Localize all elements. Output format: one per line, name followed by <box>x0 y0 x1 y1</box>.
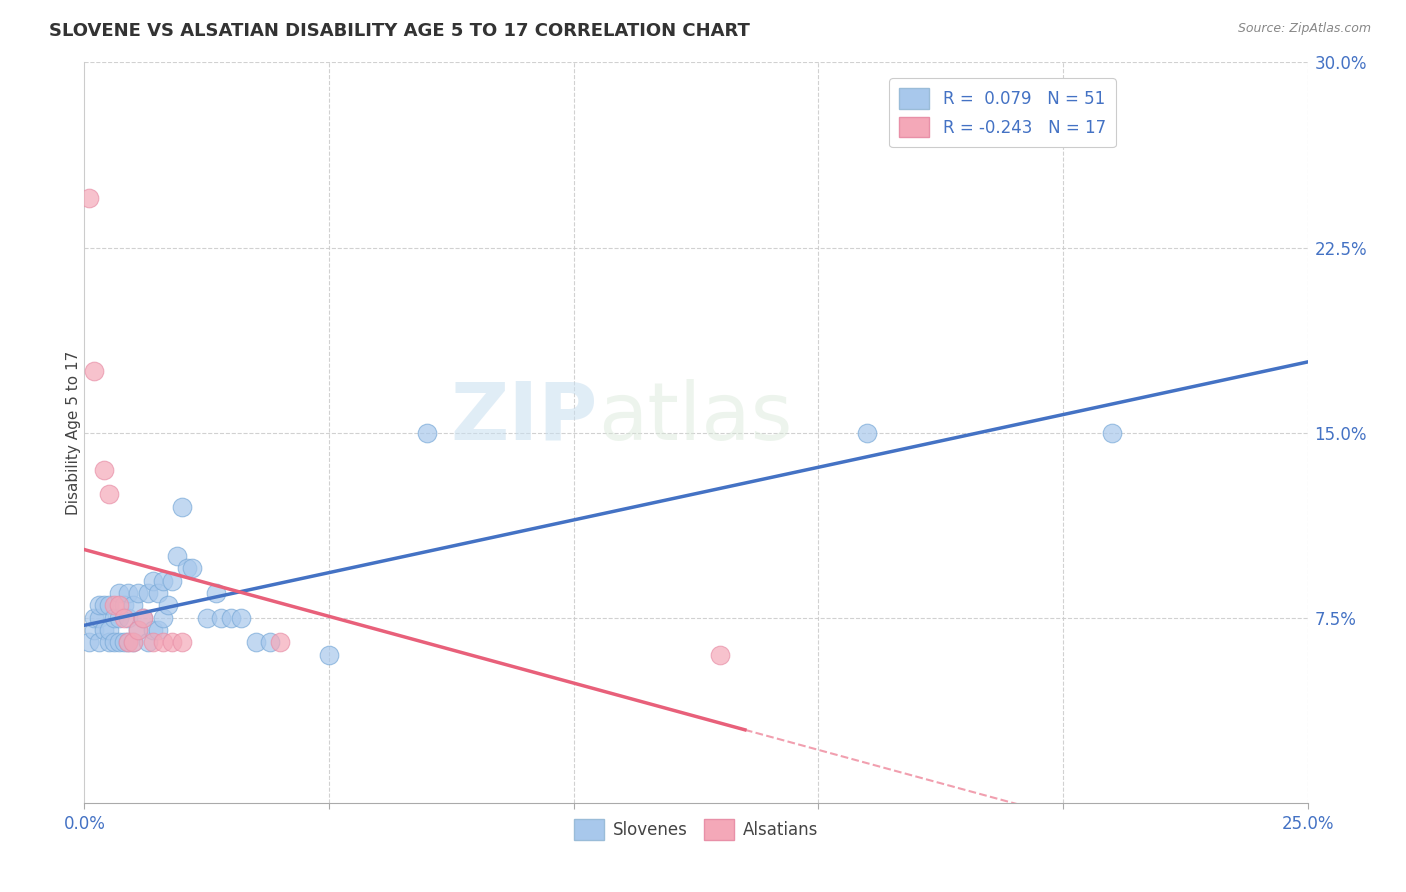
Point <box>127 623 149 637</box>
Point <box>87 599 110 613</box>
Point <box>146 586 169 600</box>
Point <box>93 462 115 476</box>
Point <box>146 623 169 637</box>
Point <box>229 610 252 624</box>
Point <box>112 599 135 613</box>
Point <box>132 610 155 624</box>
Point <box>103 635 125 649</box>
Point <box>117 635 139 649</box>
Point <box>107 586 129 600</box>
Point <box>709 648 731 662</box>
Point <box>93 623 115 637</box>
Point <box>127 586 149 600</box>
Point <box>107 610 129 624</box>
Point <box>136 586 159 600</box>
Point <box>219 610 242 624</box>
Text: SLOVENE VS ALSATIAN DISABILITY AGE 5 TO 17 CORRELATION CHART: SLOVENE VS ALSATIAN DISABILITY AGE 5 TO … <box>49 22 749 40</box>
Point <box>83 610 105 624</box>
Point <box>107 599 129 613</box>
Text: Source: ZipAtlas.com: Source: ZipAtlas.com <box>1237 22 1371 36</box>
Point <box>97 599 120 613</box>
Point <box>318 648 340 662</box>
Text: atlas: atlas <box>598 379 793 457</box>
Point <box>136 635 159 649</box>
Point <box>132 610 155 624</box>
Point <box>152 610 174 624</box>
Point <box>142 574 165 588</box>
Point <box>205 586 228 600</box>
Legend: Slovenes, Alsatians: Slovenes, Alsatians <box>568 813 824 847</box>
Point <box>93 599 115 613</box>
Point <box>209 610 232 624</box>
Point <box>162 574 184 588</box>
Point <box>162 635 184 649</box>
Text: ZIP: ZIP <box>451 379 598 457</box>
Point <box>245 635 267 649</box>
Point <box>152 635 174 649</box>
Point <box>97 635 120 649</box>
Point <box>77 191 100 205</box>
Point <box>152 574 174 588</box>
Point <box>127 623 149 637</box>
Point <box>83 364 105 378</box>
Point <box>856 425 879 440</box>
Point <box>103 610 125 624</box>
Point <box>166 549 188 563</box>
Point <box>117 586 139 600</box>
Point <box>156 599 179 613</box>
Point <box>83 623 105 637</box>
Point <box>117 635 139 649</box>
Point <box>142 623 165 637</box>
Point <box>77 635 100 649</box>
Point <box>172 635 194 649</box>
Point <box>181 561 204 575</box>
Point <box>176 561 198 575</box>
Point <box>97 623 120 637</box>
Point <box>269 635 291 649</box>
Point <box>103 599 125 613</box>
Point <box>117 610 139 624</box>
Point <box>122 635 145 649</box>
Point <box>87 610 110 624</box>
Point <box>172 500 194 514</box>
Point <box>87 635 110 649</box>
Point <box>97 487 120 501</box>
Point <box>122 599 145 613</box>
Point <box>142 635 165 649</box>
Point <box>112 610 135 624</box>
Point <box>195 610 218 624</box>
Point <box>122 635 145 649</box>
Point <box>416 425 439 440</box>
Point <box>112 635 135 649</box>
Y-axis label: Disability Age 5 to 17: Disability Age 5 to 17 <box>66 351 80 515</box>
Point <box>1101 425 1123 440</box>
Point <box>259 635 281 649</box>
Point <box>107 635 129 649</box>
